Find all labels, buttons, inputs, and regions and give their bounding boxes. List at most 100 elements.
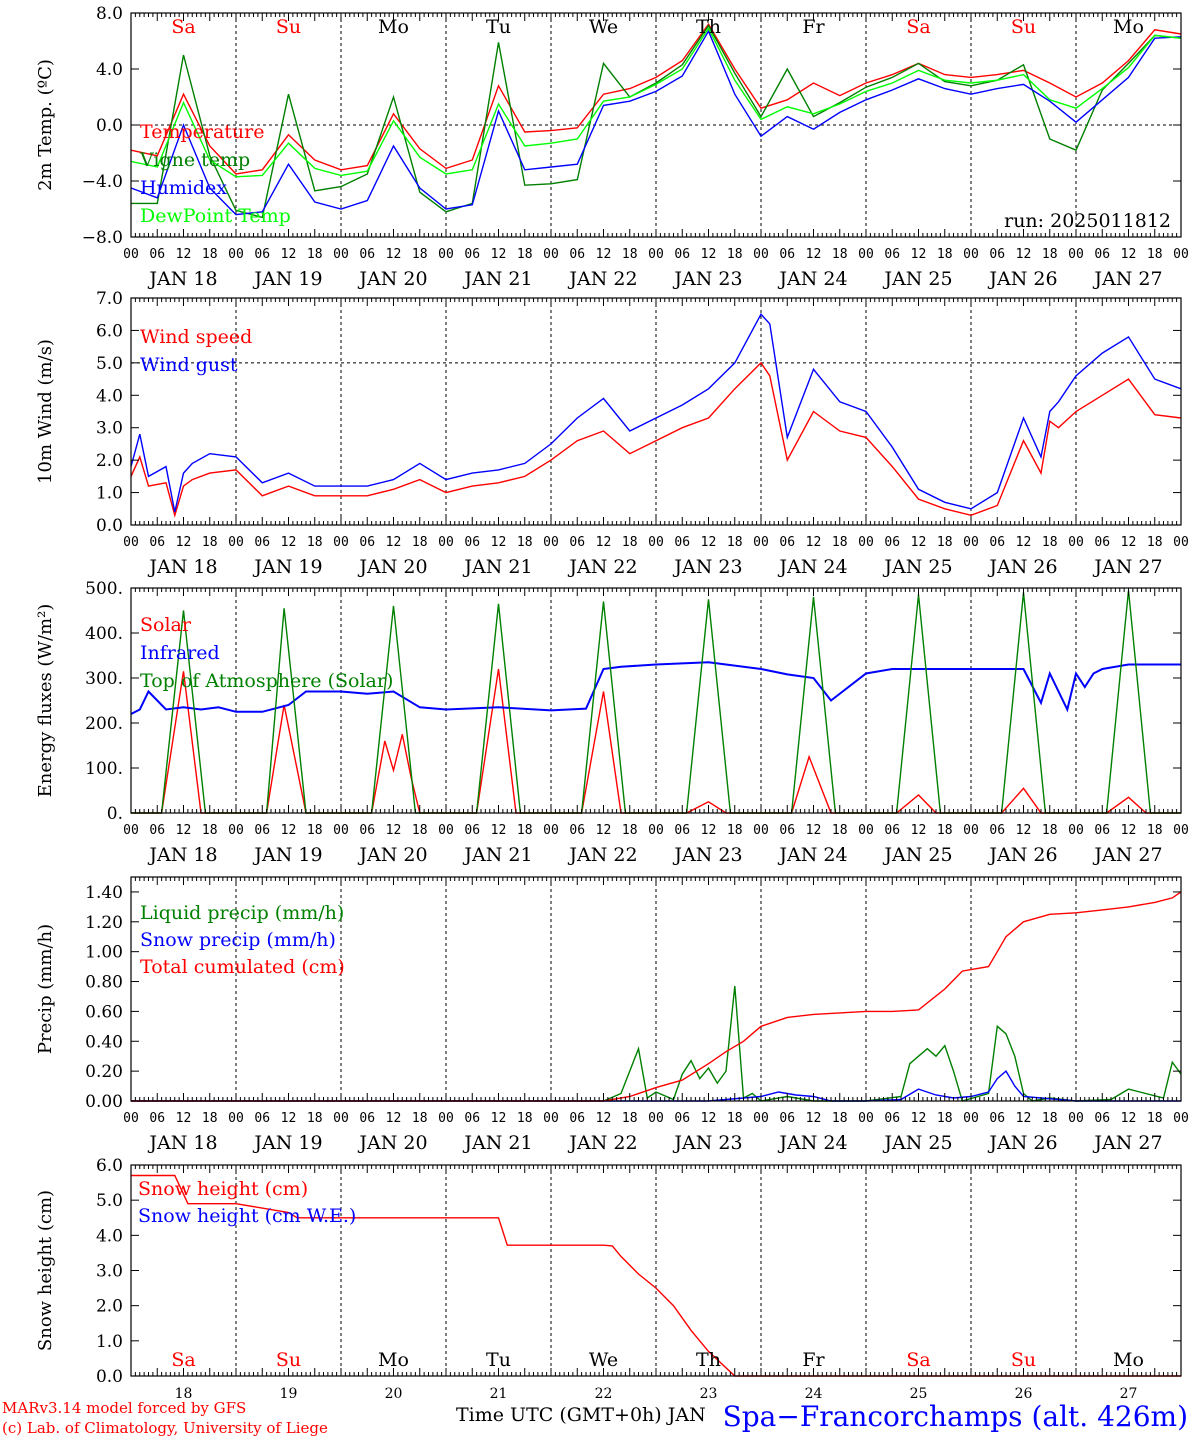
- y-tick-label: 500.: [85, 579, 123, 599]
- hour-tick-label: 18: [622, 535, 638, 550]
- hour-tick-label: 12: [596, 535, 612, 550]
- hour-tick-label: 06: [464, 535, 480, 550]
- hour-tick-label: 06: [884, 1111, 900, 1126]
- legend-entry: Wind gust: [140, 354, 238, 376]
- series-line-4: [130, 26, 1182, 178]
- hour-tick-label: 18: [727, 535, 743, 550]
- weekday-label: Mo: [1113, 16, 1144, 38]
- hour-tick-label: 12: [491, 247, 507, 262]
- day-number-label: 21: [490, 1386, 508, 1402]
- panel-3: 500. 400. 300. 200. 100. 0. Energy fluxes (W/m…: [35, 579, 1189, 866]
- weekday-label: Fr: [802, 1349, 825, 1371]
- legend-entry: Infrared: [140, 642, 220, 664]
- date-label: JAN 27: [1092, 556, 1162, 578]
- weekday-label: We: [589, 16, 618, 38]
- hour-tick-label: 00: [333, 247, 349, 262]
- hour-tick-label: 00: [1068, 823, 1084, 838]
- hour-tick-label: 18: [1042, 1111, 1058, 1126]
- date-label: JAN 19: [252, 844, 322, 866]
- day-number-label: 27: [1120, 1386, 1138, 1402]
- hour-tick-label: 00: [858, 1111, 874, 1126]
- hour-tick-label: 12: [596, 247, 612, 262]
- date-label: JAN 27: [1092, 1132, 1162, 1154]
- date-label: JAN 21: [462, 556, 532, 578]
- day-number-label: 25: [910, 1386, 928, 1402]
- weekday-label: Fr: [802, 16, 825, 38]
- hour-tick-label: 00: [1068, 535, 1084, 550]
- hour-tick-label: 18: [622, 1111, 638, 1126]
- weekday-label: Th: [696, 1349, 721, 1371]
- hour-tick-label: 00: [1068, 1111, 1084, 1126]
- hour-tick-label: 00: [333, 823, 349, 838]
- footer-credit-model: MARv3.14 model forced by GFS: [2, 1399, 247, 1417]
- hour-tick-label: 12: [911, 247, 927, 262]
- legend-entry: Liquid precip (mm/h): [140, 902, 344, 924]
- y-tick-label: 0.0: [96, 1367, 123, 1387]
- hour-tick-label: 12: [386, 535, 402, 550]
- hour-tick-label: 00: [123, 1111, 139, 1126]
- series-line-2: [130, 661, 1181, 715]
- legend-entry: Top of Atmosphere (Solar): [140, 670, 393, 692]
- hour-tick-label: 00: [543, 823, 559, 838]
- day-number-label: 20: [385, 1386, 403, 1402]
- hour-tick-label: 06: [569, 1111, 585, 1126]
- date-label: JAN 23: [672, 556, 742, 578]
- hour-tick-label: 06: [464, 247, 480, 262]
- hour-tick-label: 18: [1147, 247, 1163, 262]
- weekday-label: Su: [1011, 16, 1036, 38]
- date-label: JAN 24: [777, 268, 847, 290]
- hour-tick-label: 12: [911, 1111, 927, 1126]
- legend-entry: Snow height (cm): [138, 1178, 308, 1200]
- date-label: JAN 20: [357, 844, 427, 866]
- y-axis-title: Energy fluxes (W/m²): [35, 604, 56, 798]
- y-tick-label: 2.0: [96, 451, 123, 471]
- panel-1: 8.0 4.0 0.0 −4.0 −8.0 2m Temp. (ºC) 00 06 12 18 JA…: [35, 4, 1189, 290]
- hour-tick-label: 12: [176, 823, 192, 838]
- hour-tick-label: 00: [543, 535, 559, 550]
- legend-entry: Solar: [140, 614, 192, 636]
- date-label: JAN 25: [882, 556, 952, 578]
- date-label: JAN 26: [987, 556, 1057, 578]
- y-axis-title: 2m Temp. (ºC): [35, 59, 56, 191]
- weekday-label: Su: [1011, 1349, 1036, 1371]
- hour-tick-label: 18: [622, 247, 638, 262]
- x-axis-title: Time UTC (GMT+0h) JAN: [456, 1404, 706, 1426]
- legend-entry: Temperature: [140, 121, 264, 143]
- hour-tick-label: 18: [412, 823, 428, 838]
- hour-tick-label: 06: [674, 1111, 690, 1126]
- hour-tick-label: 18: [937, 1111, 953, 1126]
- series-line-2: [130, 312, 1182, 513]
- y-tick-label: −8.0: [82, 228, 123, 248]
- hour-tick-label: 00: [1173, 1111, 1189, 1126]
- hour-tick-label: 06: [464, 1111, 480, 1126]
- date-label: JAN 20: [357, 268, 427, 290]
- hour-tick-label: 18: [727, 247, 743, 262]
- hour-tick-label: 12: [176, 247, 192, 262]
- hour-tick-label: 18: [937, 823, 953, 838]
- y-tick-label: 0.80: [85, 973, 123, 993]
- date-label: JAN 21: [462, 1132, 532, 1154]
- hour-tick-label: 00: [648, 535, 664, 550]
- y-axis-title: 10m Wind (m/s): [35, 339, 56, 484]
- hour-tick-label: 00: [123, 535, 139, 550]
- station-name: Spa−Francorchamps (alt. 426m): [722, 1400, 1188, 1433]
- hour-tick-label: 18: [307, 823, 323, 838]
- series-line-2: [131, 24, 1182, 219]
- y-tick-label: 100.: [85, 759, 123, 779]
- hour-tick-label: 00: [543, 1111, 559, 1126]
- date-label: JAN 18: [147, 844, 217, 866]
- hour-tick-label: 18: [412, 247, 428, 262]
- y-tick-label: 1.0: [96, 1332, 123, 1352]
- plot-frame: [130, 587, 1182, 814]
- y-tick-label: 1.40: [85, 883, 123, 903]
- hour-tick-label: 18: [937, 535, 953, 550]
- date-label: JAN 20: [357, 556, 427, 578]
- hour-tick-label: 12: [281, 823, 297, 838]
- date-label: JAN 24: [777, 844, 847, 866]
- hour-tick-label: 18: [937, 247, 953, 262]
- hour-tick-label: 06: [569, 247, 585, 262]
- series-line-1: [130, 22, 1182, 175]
- date-label: JAN 23: [672, 1132, 742, 1154]
- panel-4: 1.40 1.20 1.00 0.80 0.60 0.40 0.20 0.00 Precip (…: [35, 876, 1189, 1154]
- y-tick-label: 300.: [85, 669, 123, 689]
